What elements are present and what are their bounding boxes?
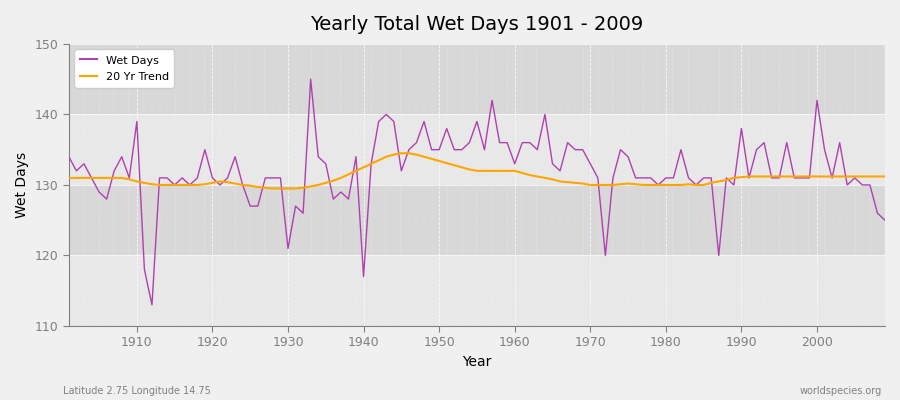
Bar [68, 44, 885, 114]
X-axis label: Year: Year [463, 355, 491, 369]
Text: Latitude 2.75 Longitude 14.75: Latitude 2.75 Longitude 14.75 [63, 386, 211, 396]
Text: worldspecies.org: worldspecies.org [800, 386, 882, 396]
Legend: Wet Days, 20 Yr Trend: Wet Days, 20 Yr Trend [75, 50, 175, 88]
Bar [68, 256, 885, 326]
Bar [68, 114, 885, 185]
Title: Yearly Total Wet Days 1901 - 2009: Yearly Total Wet Days 1901 - 2009 [310, 15, 644, 34]
Y-axis label: Wet Days: Wet Days [15, 152, 29, 218]
Bar [68, 185, 885, 256]
